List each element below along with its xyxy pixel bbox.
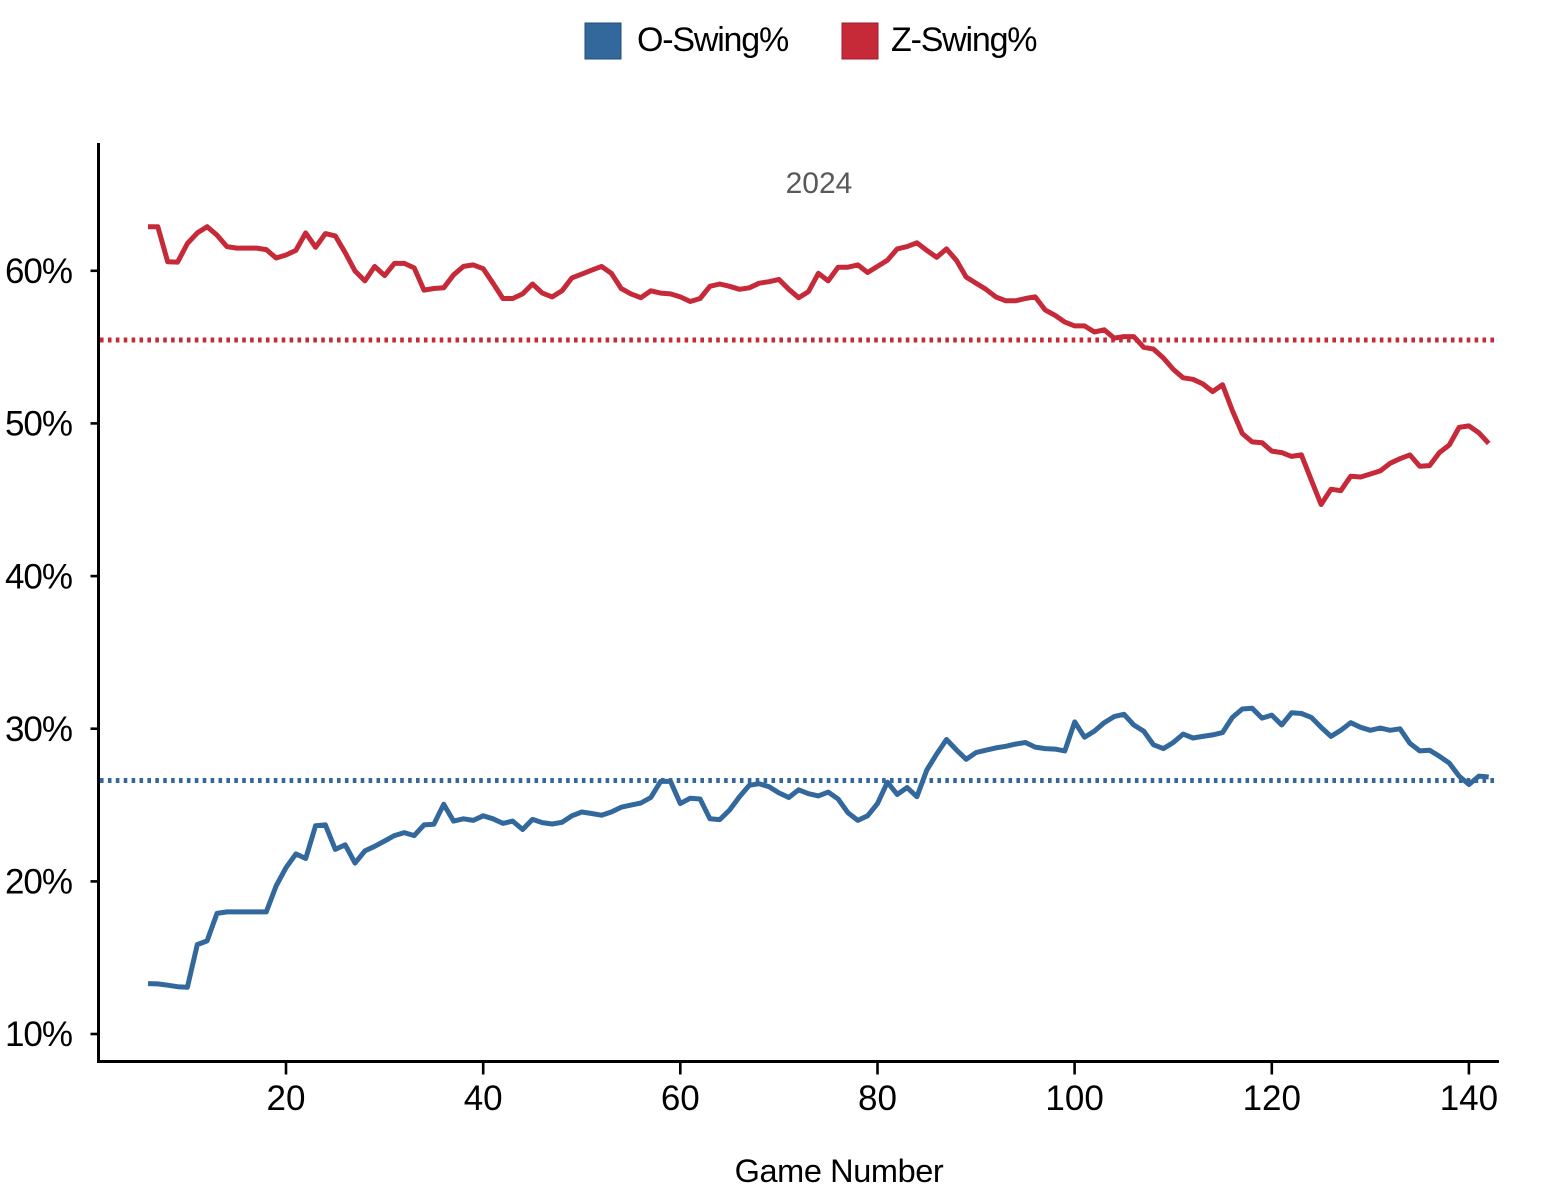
svg-text:O-Swing%: O-Swing% xyxy=(637,21,789,59)
svg-text:40: 40 xyxy=(464,1079,503,1118)
svg-text:140: 140 xyxy=(1440,1079,1498,1118)
svg-text:Game Number: Game Number xyxy=(735,1153,944,1189)
svg-text:50%: 50% xyxy=(5,405,72,444)
svg-text:80: 80 xyxy=(858,1079,897,1118)
svg-text:40%: 40% xyxy=(5,557,72,596)
svg-text:30%: 30% xyxy=(5,710,72,749)
svg-text:100: 100 xyxy=(1045,1079,1103,1118)
svg-text:60%: 60% xyxy=(5,252,72,291)
svg-text:Z-Swing%: Z-Swing% xyxy=(891,21,1037,59)
svg-text:20: 20 xyxy=(267,1079,306,1118)
svg-text:10%: 10% xyxy=(5,1015,72,1054)
svg-text:60: 60 xyxy=(661,1079,700,1118)
svg-text:2024: 2024 xyxy=(786,167,853,200)
svg-text:20%: 20% xyxy=(5,863,72,902)
svg-text:120: 120 xyxy=(1243,1079,1301,1118)
